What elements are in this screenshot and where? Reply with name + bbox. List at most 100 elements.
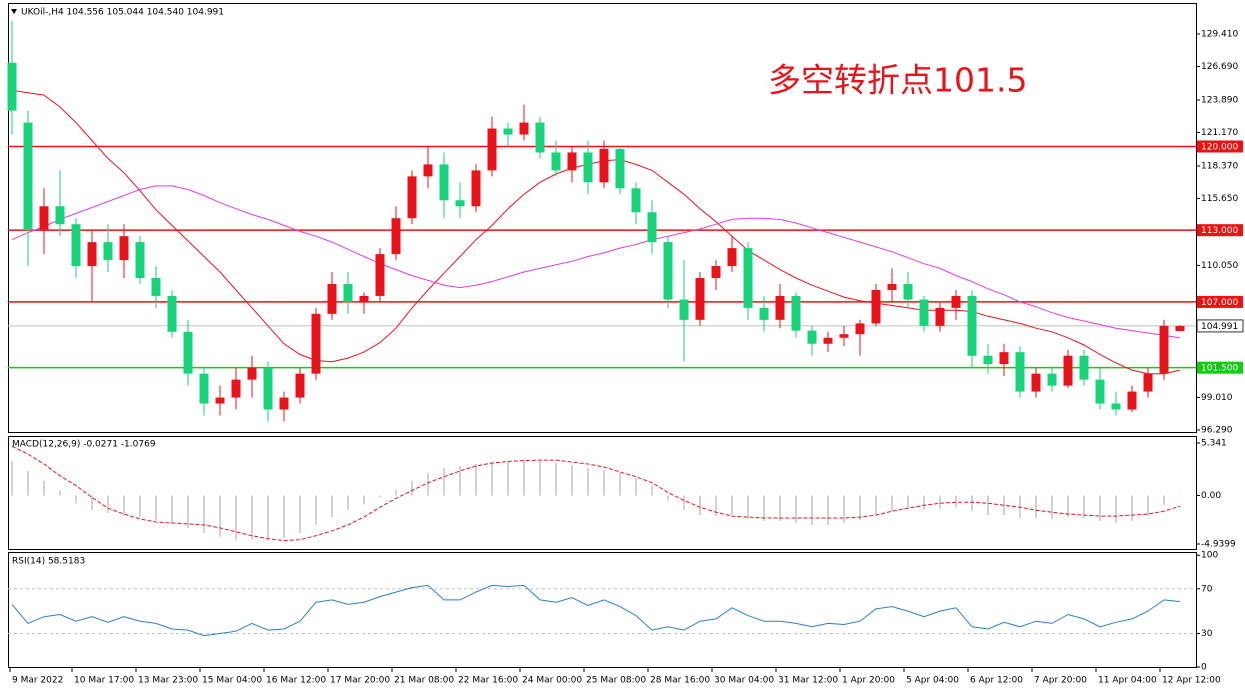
x-tick-label: 24 Mar 00:00 (522, 676, 582, 686)
y-tick-label: -4.9399 (1201, 539, 1236, 549)
candle-body (311, 313, 321, 374)
last-price-box (1196, 319, 1244, 333)
symbol-dropdown[interactable] (11, 9, 17, 14)
candle-body (199, 373, 209, 404)
candle-body (151, 278, 161, 296)
candle-body (263, 367, 273, 410)
level-label-box (1197, 361, 1243, 374)
candle-body (759, 307, 769, 320)
candle-body (599, 148, 609, 183)
candle-body (1031, 373, 1041, 392)
candle-body (791, 295, 801, 331)
level-label-box (1197, 295, 1243, 308)
candle-body (519, 122, 529, 135)
level-label: 113.000 (1201, 226, 1238, 236)
candle-body (423, 164, 433, 177)
x-tick-label: 5 Apr 04:00 (906, 676, 959, 686)
candle-body (727, 248, 737, 267)
candle-body (615, 148, 625, 189)
level-label: 107.000 (1201, 298, 1238, 308)
candle-body (455, 200, 465, 207)
y-tick-label: 70 (1201, 584, 1213, 594)
level-label-box (1197, 224, 1243, 237)
candle-body (631, 188, 641, 213)
x-tick-label: 16 Mar 12:00 (266, 676, 326, 686)
candle-body (567, 152, 577, 171)
candle-body (343, 283, 353, 302)
y-tick-label: 99.010 (1201, 393, 1233, 403)
candle-body (951, 295, 961, 308)
candle-body (279, 397, 289, 410)
macd-panel (8, 436, 1197, 550)
macd-title: MACD(12,26,9) -0.0271 -1.0769 (12, 440, 156, 450)
candle-body (1015, 352, 1025, 392)
chart-title: UKOil-,H4 104.556 105.044 104.540 104.99… (21, 8, 224, 18)
candle-body (1095, 379, 1105, 404)
last-price-label: 104.991 (1201, 322, 1238, 332)
y-tick-label: 126.690 (1201, 62, 1238, 72)
candle-body (439, 164, 449, 201)
candle-body (487, 128, 497, 171)
candle-body (1079, 355, 1089, 380)
y-tick-label: 115.650 (1201, 194, 1238, 204)
candle-body (967, 295, 977, 356)
candle-body (775, 295, 785, 320)
candle-body (119, 236, 129, 261)
level-label: 101.500 (1201, 364, 1238, 374)
y-tick-label: 118.370 (1201, 161, 1238, 171)
moving-average (11, 185, 1181, 339)
candle-body (503, 128, 513, 135)
candle-body (1111, 403, 1121, 410)
candle-body (743, 248, 753, 308)
candle-body (359, 295, 369, 302)
x-tick-label: 7 Apr 20:00 (1034, 676, 1087, 686)
y-tick-label: 0 (1201, 663, 1207, 673)
y-tick-label: 121.170 (1201, 128, 1238, 138)
y-tick-label: 100 (1201, 551, 1218, 561)
rsi-line (11, 584, 1181, 637)
annotation: 多空转折点101.5 (768, 61, 1027, 100)
candle-body (23, 122, 33, 231)
candle-body (55, 206, 65, 225)
candle-body (999, 352, 1009, 365)
candle-body (231, 379, 241, 398)
candle-body (327, 283, 337, 314)
level-label-box (1197, 140, 1243, 153)
candle-body (1063, 355, 1073, 386)
x-tick-label: 21 Mar 08:00 (394, 676, 454, 686)
candle-body (1175, 325, 1185, 332)
candle-body (135, 242, 145, 278)
candle-body (647, 212, 657, 243)
x-tick-label: 1 Apr 20:00 (842, 676, 895, 686)
candle-body (823, 337, 833, 344)
candle-body (1143, 373, 1153, 392)
candle-body (247, 367, 257, 380)
candle-body (583, 152, 593, 183)
candle-body (887, 283, 897, 290)
y-tick-label: 123.890 (1201, 95, 1238, 105)
candle-body (535, 122, 545, 153)
x-tick-label: 25 Mar 08:00 (586, 676, 646, 686)
y-tick-label: 129.410 (1201, 29, 1238, 39)
moving-average (11, 89, 1181, 375)
candle-body (551, 152, 561, 171)
candle-body (855, 323, 865, 335)
price-panel (8, 3, 1197, 433)
x-tick-label: 28 Mar 16:00 (650, 676, 710, 686)
candle-body (7, 62, 17, 111)
y-tick-label: 0.00 (1201, 491, 1221, 501)
candle-body (839, 334, 849, 338)
x-tick-label: 30 Mar 04:00 (714, 676, 774, 686)
candle-body (807, 330, 817, 344)
level-label: 120.000 (1201, 142, 1238, 152)
rsi-panel (8, 552, 1197, 668)
candle-body (39, 206, 49, 231)
candle-body (1047, 373, 1057, 386)
candle-body (167, 295, 177, 332)
x-tick-label: 9 Mar 2022 (12, 676, 63, 686)
x-tick-label: 11 Apr 04:00 (1098, 676, 1157, 686)
x-tick-label: 6 Apr 12:00 (970, 676, 1023, 686)
candle-body (87, 242, 97, 267)
